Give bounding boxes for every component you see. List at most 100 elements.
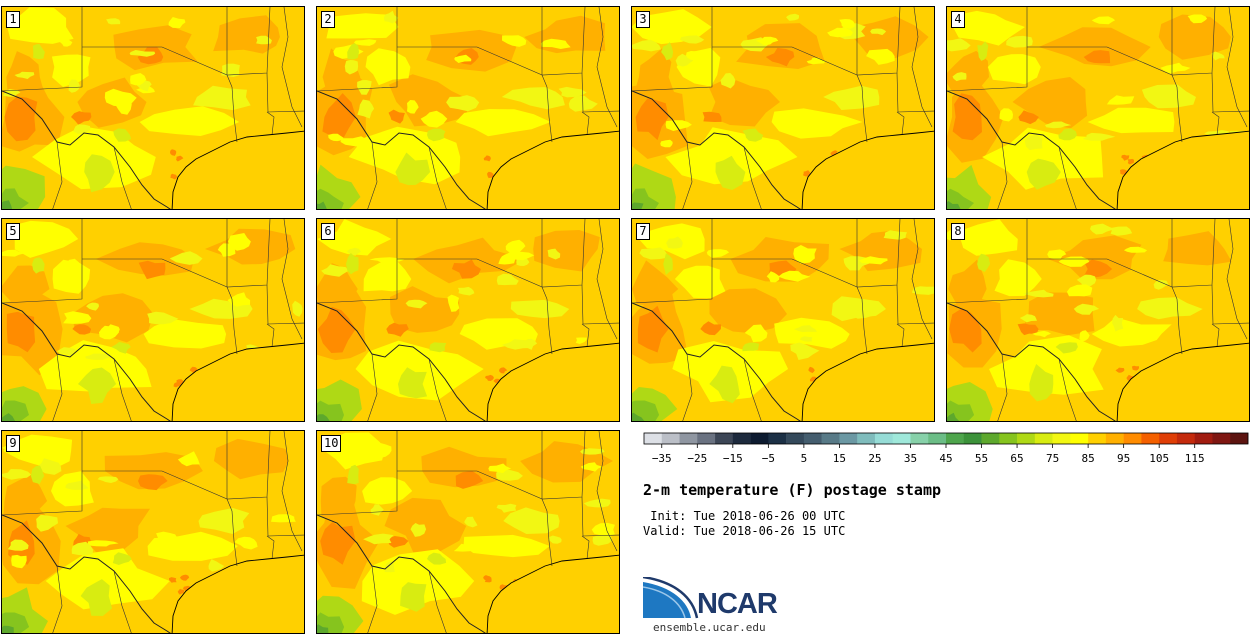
colorbar-swatch [999,433,1018,444]
border-line [632,90,801,209]
temperature-patch [947,188,974,209]
state-boundary [596,7,618,128]
temperature-patch [429,342,447,353]
temperature-patch [65,507,150,554]
temperature-patch [1091,317,1172,347]
temperature-patch [455,109,551,137]
temperature-patch [947,50,989,106]
state-boundary [581,111,590,136]
colorbar-swatch [1230,433,1249,444]
temperature-map [317,431,619,633]
temperature-patch [389,286,460,333]
gulf-water [1117,343,1249,421]
temperature-map [2,431,304,633]
temperature-patch [169,251,203,265]
state-boundary [997,141,1008,209]
temperature-patch [7,539,29,551]
temperature-patch [427,128,446,142]
temperature-patch [340,136,369,147]
colorbar-tick-label: 75 [1046,452,1059,465]
temperature-map [632,7,934,209]
temperature-patch [1091,16,1116,25]
temperature-patch [169,577,177,583]
temperature-patch [1121,154,1130,161]
temperature-patch [1090,223,1115,235]
temperature-patch [383,10,399,24]
state-boundary [231,86,238,143]
coastline [171,342,304,421]
state-boundary [1226,7,1248,128]
temperature-patch [637,305,669,353]
coastline [171,554,304,633]
temperature-patch [355,340,484,401]
colorbar-swatch [910,433,929,444]
temperature-patch [702,111,722,122]
temperature-patch [953,10,1025,46]
temperature-patch [317,219,392,256]
temperature-patch [632,9,712,45]
temperature-patch [794,325,817,333]
member-number-label: 3 [636,11,650,28]
state-boundary [266,284,304,325]
temperature-map [632,219,934,421]
valid-time: Valid: Tue 2018-06-26 15 UTC [643,524,846,538]
temperature-patch [591,522,615,537]
temperature-patch [575,337,587,344]
temperature-patch [3,434,73,470]
temperature-patch [317,624,329,633]
temperature-patch [65,258,80,276]
state-boundary [911,7,933,128]
temperature-patch [1026,158,1061,190]
temperature-patch [421,446,507,488]
state-boundary [581,535,590,560]
temperature-patch [510,299,570,319]
temperature-patch [398,367,428,399]
temperature-patch [568,95,598,112]
temperature-patch [1084,259,1113,278]
ensemble-member-panel: 4 [946,6,1250,210]
temperature-patch [147,311,179,325]
temperature-patch [2,249,25,257]
temperature-patch [502,35,527,47]
state-boundary [226,7,271,76]
temperature-patch [496,503,517,513]
temperature-patch [977,253,991,272]
temperature-patch [501,87,565,110]
temperature-patch [982,127,1104,190]
temperature-patch [168,17,186,28]
temperature-patch [8,220,79,258]
state-boundary [546,86,553,143]
temperature-patch [130,73,147,86]
temperature-patch [709,365,740,404]
state-boundary [397,470,548,512]
temperature-patch [177,451,200,467]
member-number-label: 2 [321,11,335,28]
temperature-patch [790,342,820,360]
temperature-patch [547,248,561,260]
temperature-patch [839,230,922,272]
border-line [947,302,1116,421]
coastline [486,554,619,633]
temperature-patch [1163,231,1232,266]
temperature-patch [317,306,356,353]
temperature-patch [176,155,184,162]
temperature-patch [138,260,166,280]
temperature-patch [193,85,251,111]
temperature-patch [395,152,431,186]
colorbar-swatch [946,433,965,444]
temperature-patch [256,35,272,45]
temperature-patch [952,93,982,141]
temperature-patch [736,23,825,70]
temperature-patch [384,561,395,573]
state-boundary [911,219,933,340]
temperature-patch [357,80,372,95]
temperature-patch [1012,77,1088,129]
temperature-patch [1032,330,1051,338]
temperature-patch [208,559,225,572]
temperature-patch [30,465,45,485]
gulf-water [802,131,934,209]
ensemble-member-panel: 7 [631,218,935,422]
state-boundary [317,219,398,304]
state-boundary [596,431,618,552]
temperature-patch [321,264,349,277]
